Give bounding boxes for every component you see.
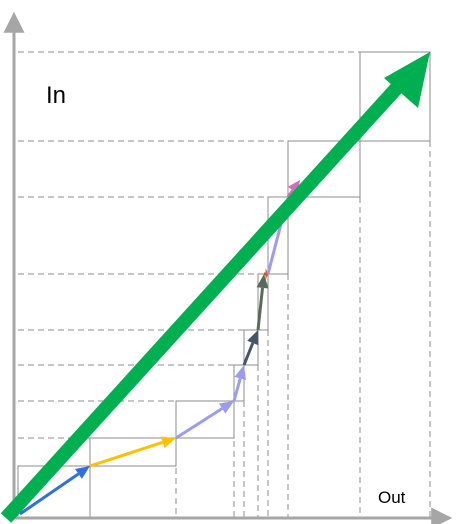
main-arrow [0, 52, 430, 523]
step-arrow-shaft [286, 189, 295, 198]
axes [3, 11, 453, 524]
step-arrow-shaft [89, 440, 164, 468]
dashed-guides [18, 51, 431, 518]
main-arrow-head [384, 52, 430, 108]
step-arrow-head [160, 436, 176, 449]
in-label: In [46, 82, 66, 109]
out-label: Out [378, 488, 406, 507]
step-arrow-head [218, 401, 234, 414]
step-arrow-shaft [242, 342, 255, 366]
step-box-4 [233, 364, 245, 402]
step-arrow-shaft [175, 407, 224, 440]
step-box-8 [287, 140, 361, 198]
step-arrow-head [234, 365, 247, 381]
step-arrow-shaft [232, 378, 242, 402]
main-arrow-shaft [0, 75, 410, 523]
step-arrow-head [256, 274, 269, 289]
step-box-3 [175, 400, 235, 439]
step-arrow-shaft [256, 287, 265, 331]
step-arrow-head [75, 466, 90, 479]
step-arrow-head [265, 268, 268, 280]
step-arrow-head [247, 330, 259, 346]
step-arrow-shaft [19, 472, 80, 516]
step-box-5 [243, 329, 259, 366]
step-box-9 [359, 51, 431, 142]
step-box-6 [257, 273, 269, 331]
